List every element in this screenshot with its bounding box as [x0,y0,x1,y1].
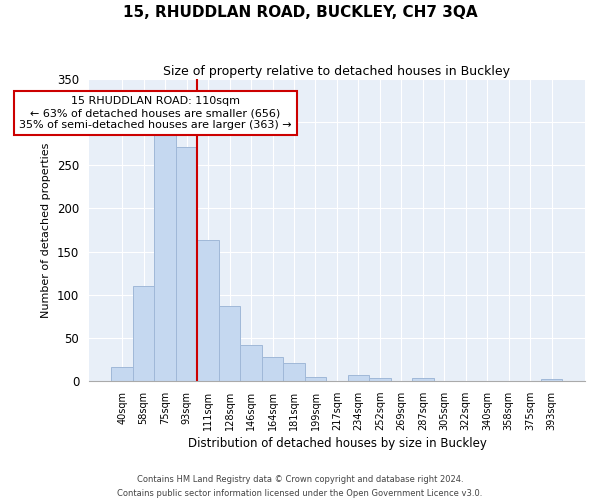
Text: 15 RHUDDLAN ROAD: 110sqm
← 63% of detached houses are smaller (656)
35% of semi-: 15 RHUDDLAN ROAD: 110sqm ← 63% of detach… [19,96,292,130]
Bar [305,376,326,381]
X-axis label: Distribution of detached houses by size in Buckley: Distribution of detached houses by size … [188,437,487,450]
Bar [112,367,133,381]
Bar [412,378,434,381]
Bar [347,375,369,381]
Bar [176,148,197,381]
Title: Size of property relative to detached houses in Buckley: Size of property relative to detached ho… [163,65,511,78]
Bar [283,362,305,381]
Bar [154,128,176,381]
Bar [241,346,262,381]
Bar [541,379,562,381]
Bar [369,378,391,381]
Bar [133,286,154,381]
Bar [197,240,219,381]
Text: 15, RHUDDLAN ROAD, BUCKLEY, CH7 3QA: 15, RHUDDLAN ROAD, BUCKLEY, CH7 3QA [122,5,478,20]
Text: Contains HM Land Registry data © Crown copyright and database right 2024.
Contai: Contains HM Land Registry data © Crown c… [118,476,482,498]
Bar [219,306,241,381]
Y-axis label: Number of detached properties: Number of detached properties [41,142,52,318]
Bar [262,356,283,381]
